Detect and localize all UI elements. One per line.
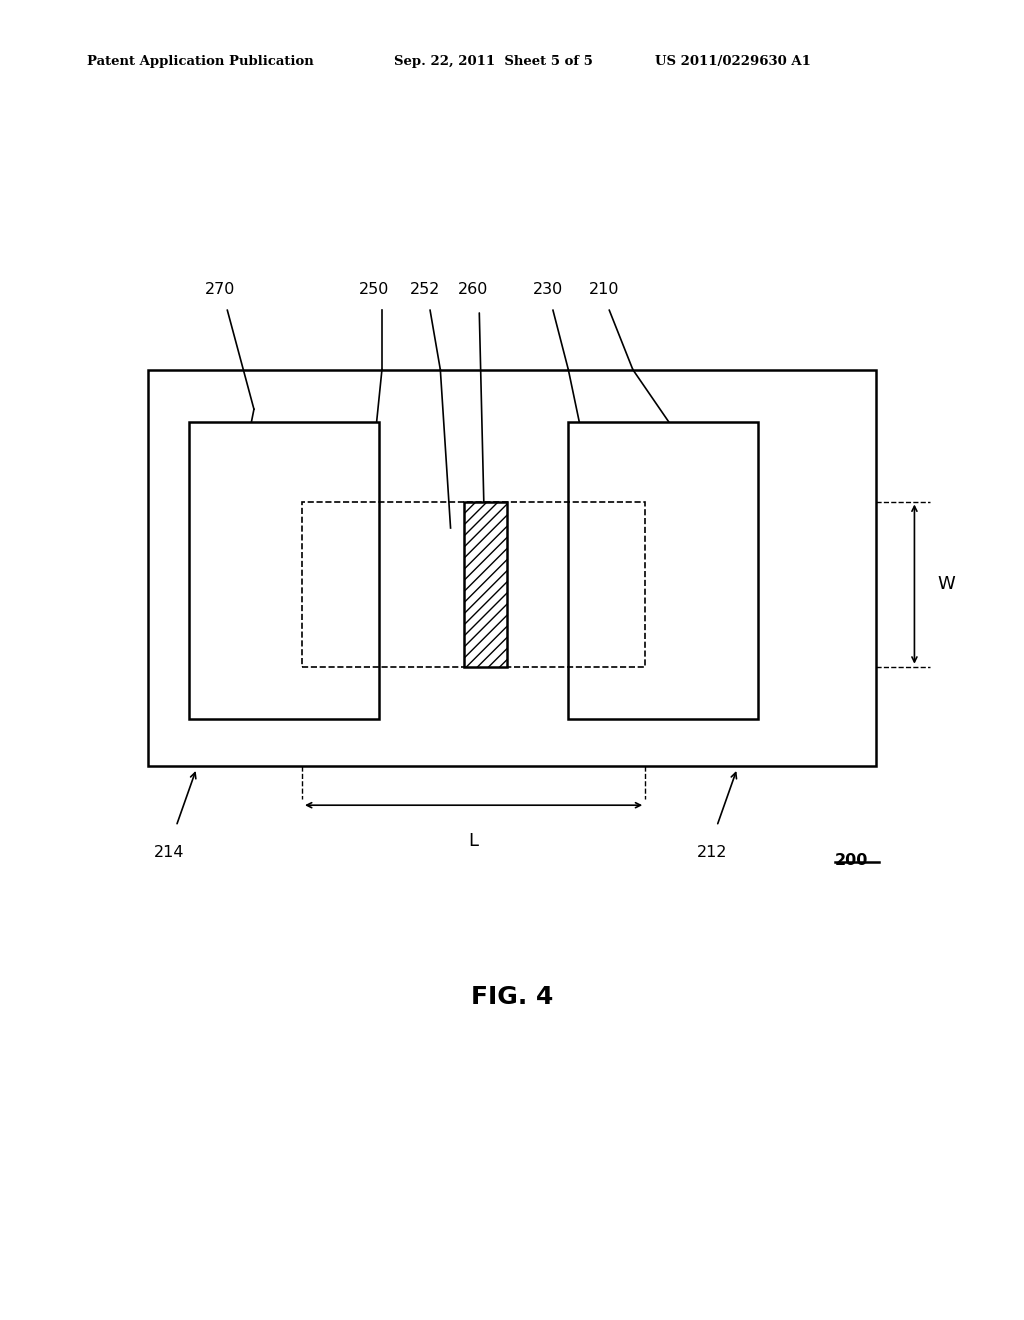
Bar — [302, 502, 645, 667]
Text: 260: 260 — [458, 282, 488, 297]
Text: 212: 212 — [696, 845, 727, 859]
Text: 270: 270 — [205, 282, 236, 297]
Text: L: L — [469, 832, 478, 850]
Text: 252: 252 — [410, 282, 440, 297]
Text: W: W — [937, 576, 954, 593]
Bar — [568, 422, 758, 719]
Text: Patent Application Publication: Patent Application Publication — [87, 55, 313, 69]
Text: Sep. 22, 2011  Sheet 5 of 5: Sep. 22, 2011 Sheet 5 of 5 — [394, 55, 593, 69]
Text: 230: 230 — [532, 282, 563, 297]
Text: 250: 250 — [358, 282, 389, 297]
Bar — [189, 422, 379, 719]
Bar — [148, 370, 876, 766]
Text: 214: 214 — [154, 845, 184, 859]
Bar — [464, 502, 507, 667]
Text: 200: 200 — [835, 853, 868, 867]
Text: FIG. 4: FIG. 4 — [471, 985, 553, 1008]
Text: US 2011/0229630 A1: US 2011/0229630 A1 — [655, 55, 811, 69]
Text: 210: 210 — [589, 282, 620, 297]
